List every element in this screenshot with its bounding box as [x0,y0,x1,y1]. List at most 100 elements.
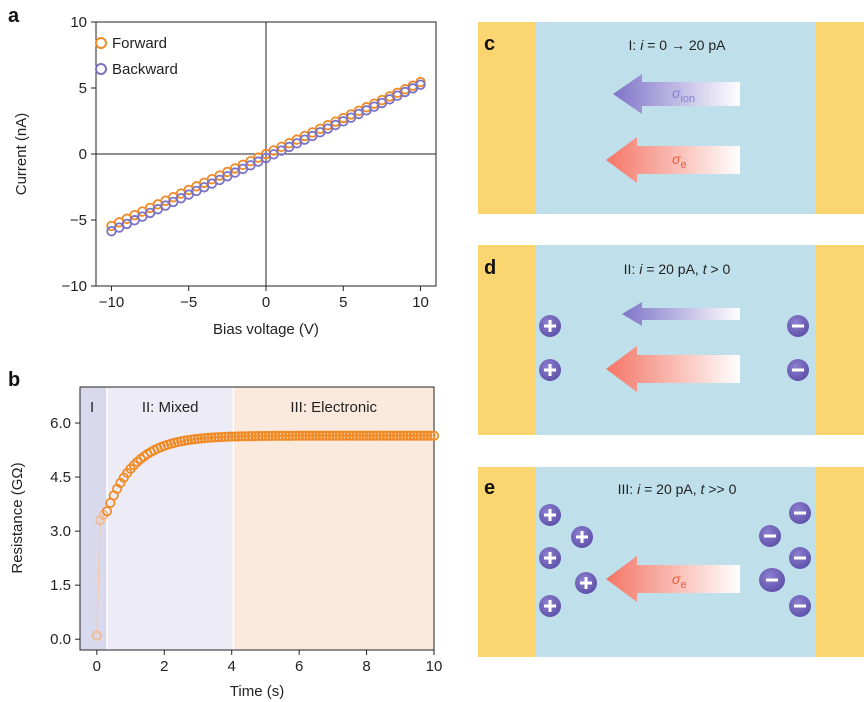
channel [536,22,818,214]
y-tick-label: 4.5 [50,469,71,486]
resistance-point [304,430,315,441]
region-III-electronic [233,387,434,650]
resistance-point [91,630,102,641]
resistance-point [405,430,416,441]
resistance-point [412,430,423,441]
electrode-right [816,22,864,214]
plot-b-ylabel: Resistance (GΩ) [9,462,26,573]
resistance-point [358,430,369,441]
positive-ion [539,547,561,569]
legend-forward-marker [95,37,107,49]
x-tick-label: 4 [228,658,236,675]
positive-ion [539,359,561,381]
x-tick-label: 8 [362,658,370,675]
resistance-point [408,430,419,441]
legend-backward: Backward [112,61,178,78]
arrow-ion [622,302,740,326]
positive-ion [571,526,593,548]
resistance-point [101,506,113,517]
plot-b-xlabel: Time (s) [230,683,284,700]
x-tick-label: 10 [426,658,443,675]
negative-ion [789,595,811,617]
resistance-point [371,430,382,441]
y-tick-label: 5 [79,80,87,97]
x-tick-label: 6 [295,658,303,675]
arrow-ion [613,74,740,114]
resistance-point [226,431,237,442]
region-II-mixed-label: II: Mixed [142,399,199,416]
resistance-point [223,431,234,442]
y-tick-label: −5 [70,212,87,229]
panel-c: c I: i = 0 → 20 pA σion σe [478,22,864,214]
caption-c: I: i = 0 → 20 pA [629,37,727,53]
legend-forward: Forward [112,35,167,52]
resistance-point [321,430,332,441]
y-tick-label: 0.0 [50,631,71,648]
resistance-point [273,430,284,441]
resistance-point [344,430,355,441]
y-tick-label: 3.0 [50,523,71,540]
resistance-point [334,430,345,441]
plot-a-ylabel: Current (nA) [13,113,30,196]
resistance-point [297,430,308,441]
region-III-electronic-label: III: Electronic [290,399,377,416]
positive-ion [539,315,561,337]
resistance-point [294,430,305,441]
plot-b-points [91,430,440,641]
y-tick-label: 6.0 [50,415,71,432]
resistance-point [398,430,409,441]
panel-letter-c: c [484,33,495,55]
resistance-point [364,430,375,441]
region-I-label: I [90,399,94,416]
resistance-point [230,431,241,442]
negative-ion [759,525,781,547]
resistance-point [206,432,217,443]
channel [536,467,818,657]
resistance-point [300,430,311,441]
resistance-point [317,430,328,441]
resistance-point [270,430,281,441]
resistance-point [354,430,365,441]
resistance-point [378,430,389,441]
caption-d: II: i = 20 pA, t > 0 [624,261,731,277]
resistance-point [375,430,386,441]
resistance-point [310,430,322,441]
resistance-point [233,431,244,442]
plot-b-frame [79,386,435,651]
y-tick-label: 0 [79,146,87,163]
resistance-point [307,430,318,441]
label-sigma-ion: σion [672,85,695,105]
resistance-point [209,432,220,443]
resistance-point [287,430,298,441]
resistance-point [331,430,342,441]
resistance-point [381,430,392,441]
resistance-point [192,433,204,444]
resistance-point [391,430,402,441]
plot-b-axes: 0 2 4 6 8 10 0.0 1.5 3.0 4.5 6.0 [50,415,442,675]
x-tick-label: 0 [93,658,101,675]
negative-ion [759,568,785,592]
x-tick-label: 10 [412,294,429,311]
resistance-point [253,430,264,442]
panel-a: a −10 −5 0 5 10 −10 −5 0 5 10 Forward Backward Bi… [8,5,437,338]
resistance-point [280,430,291,441]
arrow-electron [606,137,740,183]
resistance-point [395,430,406,441]
resistance-point [243,431,254,442]
resistance-point [240,431,251,442]
negative-ion [789,502,811,524]
resistance-point [428,430,440,441]
electrode-right [816,467,864,657]
arrow-electron [606,556,740,602]
resistance-point [388,430,399,441]
resistance-point [260,430,271,441]
resistance-point [219,431,231,442]
panel-letter-e: e [484,477,495,499]
resistance-point [418,430,429,441]
electrode-left [478,245,538,435]
resistance-point [348,430,359,441]
y-tick-label: 10 [70,14,87,31]
x-tick-label: 0 [262,294,270,311]
negative-ion [787,315,809,337]
